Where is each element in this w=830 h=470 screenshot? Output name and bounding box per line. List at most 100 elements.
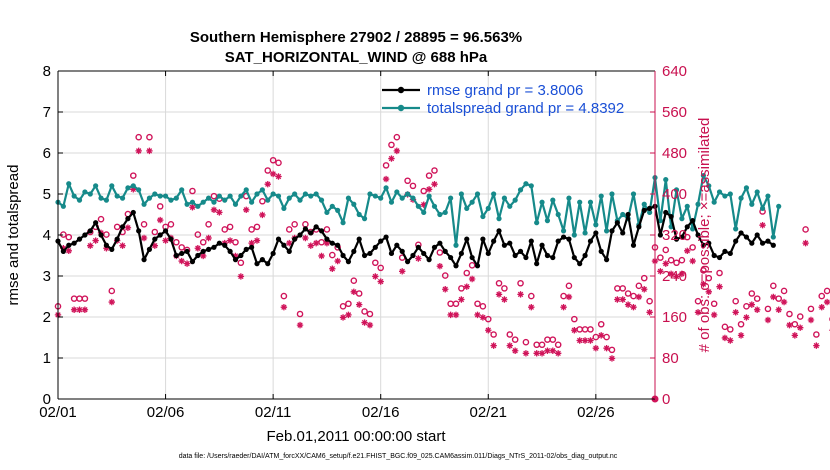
obs-possible-point xyxy=(705,274,713,282)
y-tick-label: 8 xyxy=(43,63,51,80)
rmse-point xyxy=(528,238,534,244)
rmse-point xyxy=(286,248,292,254)
obs-possible-point xyxy=(597,320,605,328)
obs-possible-point xyxy=(350,277,358,284)
obs-assimilated-point xyxy=(678,270,686,278)
obs-assimilated-point xyxy=(119,242,126,249)
obs-assimilated-point xyxy=(495,291,503,298)
rmse-point xyxy=(469,254,475,261)
obs-possible-point xyxy=(393,133,401,141)
rmse-point xyxy=(474,263,481,269)
rmse-point xyxy=(259,257,265,263)
obs-possible-point xyxy=(587,326,594,333)
totalspread-point xyxy=(340,220,346,226)
rmse-point xyxy=(733,238,739,244)
series-layer xyxy=(54,133,830,403)
obs-possible-point xyxy=(221,226,229,233)
obs-assimilated-point xyxy=(764,316,772,324)
chart-title: Southern Hemisphere 27902 / 28895 = 96.5… xyxy=(190,29,522,46)
totalspread-point xyxy=(399,195,405,201)
totalspread-point xyxy=(641,201,647,207)
rmse-point xyxy=(496,228,502,234)
obs-assimilated-point xyxy=(377,278,384,285)
totalspread-point xyxy=(324,209,330,216)
obs-assimilated-point xyxy=(415,255,422,262)
obs-assimilated-point xyxy=(286,239,293,247)
obs-possible-point xyxy=(404,177,411,185)
rmse-point xyxy=(727,250,733,257)
totalspread-point xyxy=(609,191,615,197)
rmse-point xyxy=(195,252,201,259)
rmse-point xyxy=(136,228,142,234)
obs-possible-point xyxy=(248,226,255,233)
obs-possible-point xyxy=(447,300,454,308)
obs-possible-point xyxy=(490,331,497,338)
totalspread-point xyxy=(404,191,411,197)
obs-assimilated-point xyxy=(528,303,535,311)
obs-assimilated-point xyxy=(436,262,444,270)
totalspread-point xyxy=(162,193,169,199)
obs-possible-point xyxy=(205,221,212,228)
totalspread-point xyxy=(738,195,744,201)
obs-possible-point xyxy=(673,259,680,267)
obs-possible-point xyxy=(533,341,540,349)
obs-assimilated-point xyxy=(216,209,223,216)
totalspread-point xyxy=(485,205,491,211)
obs-assimilated-point xyxy=(76,306,83,313)
totalspread-point xyxy=(442,209,448,216)
rmse-point xyxy=(636,224,642,230)
rmse-point xyxy=(517,248,524,254)
totalspread-point xyxy=(114,193,120,199)
obs-assimilated-point xyxy=(425,186,433,193)
totalspread-point xyxy=(216,193,222,199)
obs-assimilated-point xyxy=(673,273,680,280)
obs-possible-point xyxy=(113,223,121,231)
rmse-point xyxy=(270,250,276,257)
totalspread-point xyxy=(754,189,760,195)
obs-possible-point xyxy=(748,290,756,297)
obs-possible-point xyxy=(780,287,788,295)
obs-assimilated-point xyxy=(442,286,449,293)
obs-assimilated-point xyxy=(818,303,825,311)
totalspread-point xyxy=(200,199,206,205)
totalspread-point xyxy=(507,203,513,209)
rmse-point xyxy=(641,207,647,213)
obs-assimilated-point xyxy=(447,311,454,319)
obs-assimilated-point xyxy=(646,309,653,316)
obs-assimilated-point xyxy=(571,327,578,334)
rmse-point xyxy=(383,234,389,240)
obs-possible-point xyxy=(544,336,551,343)
obs-assimilated-point xyxy=(243,206,250,214)
obs-possible-point xyxy=(646,297,653,305)
totalspread-point xyxy=(630,191,637,197)
obs-assimilated-point xyxy=(813,342,820,349)
obs-assimilated-point xyxy=(259,211,266,219)
obs-assimilated-point xyxy=(522,350,530,357)
x-tick-label: 02/01 xyxy=(39,404,77,421)
obs-possible-point xyxy=(619,285,627,292)
rmse-point xyxy=(324,236,330,242)
rmse-point xyxy=(582,252,588,259)
totalspread-point xyxy=(448,195,454,201)
obs-assimilated-point xyxy=(533,350,540,357)
totalspread-point xyxy=(410,195,416,201)
obs-possible-point xyxy=(683,233,691,241)
totalspread-point xyxy=(136,187,142,193)
rmse-point xyxy=(523,254,529,261)
totalspread-point xyxy=(722,193,728,199)
obs-assimilated-point xyxy=(393,147,401,155)
chart-subtitle: SAT_HORIZONTAL_WIND @ 688 hPa xyxy=(225,49,488,66)
totalspread-point xyxy=(474,191,481,197)
obs-possible-point xyxy=(452,300,460,308)
totalspread-point xyxy=(329,203,335,209)
totalspread-point xyxy=(770,234,776,240)
totalspread-point xyxy=(361,216,368,222)
rmse-point xyxy=(146,246,153,252)
totalspread-point xyxy=(620,211,626,218)
obs-possible-point xyxy=(382,162,390,169)
obs-assimilated-point xyxy=(554,350,562,357)
totalspread-point xyxy=(249,199,255,205)
obs-assimilated-point xyxy=(60,245,67,252)
obs-possible-point xyxy=(302,221,309,228)
obs-possible-point xyxy=(173,238,180,246)
